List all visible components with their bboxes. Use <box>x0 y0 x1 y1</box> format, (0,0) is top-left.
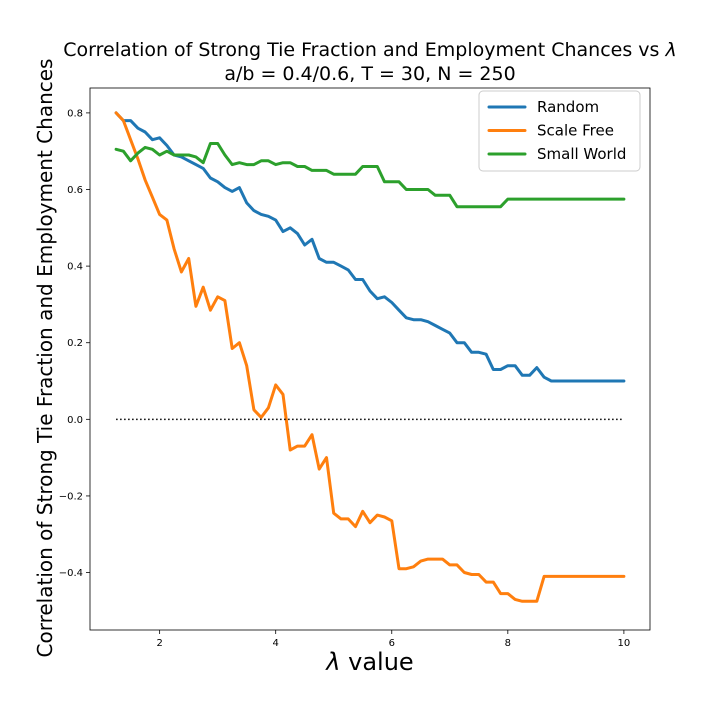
y-tick-label: 0.2 <box>67 338 83 349</box>
y-tick-label: 0.6 <box>67 185 83 196</box>
y-tick-label: −0.2 <box>59 491 83 502</box>
series-line-scale-free <box>114 111 626 603</box>
y-tick-label: 0.4 <box>67 262 83 273</box>
plot-area-frame <box>89 87 651 631</box>
legend: Random Scale Free Small World <box>478 90 641 172</box>
y-tick-label: 0.0 <box>67 415 83 426</box>
legend-label-random: Random <box>537 98 599 116</box>
x-tick-label: 6 <box>389 638 395 649</box>
x-tick-label: 4 <box>273 638 279 649</box>
legend-label-scale-free: Scale Free <box>537 122 614 140</box>
chart-title-line2: a/b = 0.4/0.6, T = 30, N = 250 <box>224 63 515 85</box>
x-tick-label: 10 <box>618 638 631 649</box>
x-tick-label: 8 <box>505 638 511 649</box>
y-tick-label: 0.8 <box>67 108 83 119</box>
series-line-small-world <box>114 142 626 209</box>
series-layer <box>114 111 626 603</box>
y-tick-label: −0.4 <box>59 568 83 579</box>
chart-title-line1: Correlation of Strong Tie Fraction and E… <box>63 39 676 61</box>
legend-label-small-world: Small World <box>537 145 626 163</box>
legend-box <box>478 90 641 172</box>
x-tick-label: 2 <box>156 638 162 649</box>
series-line-random <box>114 111 626 383</box>
x-axis-label: λ value <box>324 648 413 676</box>
y-axis-ticks: −0.4 −0.2 0.0 0.2 0.4 0.6 0.8 <box>59 108 90 579</box>
y-axis-label: Correlation of Strong Tie Fraction and E… <box>33 59 57 658</box>
x-axis-ticks: 2 4 6 8 10 <box>156 630 630 649</box>
